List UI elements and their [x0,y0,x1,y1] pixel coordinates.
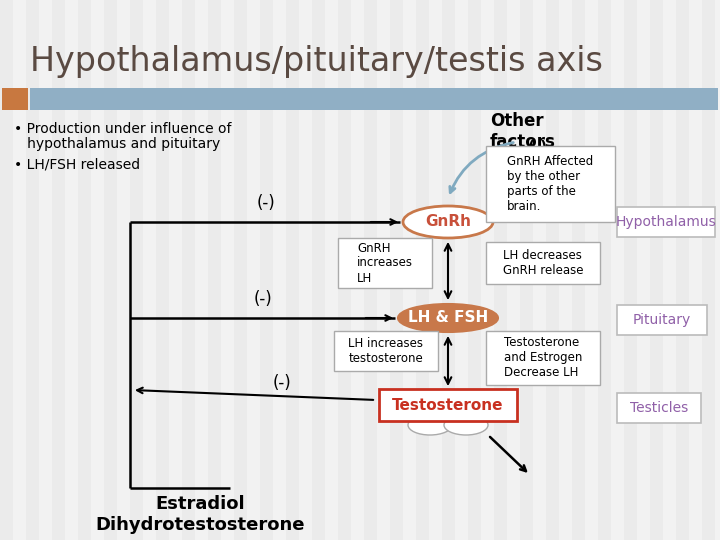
Bar [676,0,689,540]
Bar [455,0,468,540]
Bar [273,0,286,540]
Bar [520,0,533,540]
FancyBboxPatch shape [379,389,517,421]
Bar [494,0,507,540]
Text: LH decreases
GnRH release: LH decreases GnRH release [503,249,583,277]
Bar [104,0,117,540]
Ellipse shape [398,304,498,332]
Bar [481,0,494,540]
Text: Hypothalamus: Hypothalamus [616,215,716,229]
Ellipse shape [403,206,493,238]
Bar [286,0,299,540]
Bar [585,0,598,540]
Bar [377,0,390,540]
Bar [572,0,585,540]
Text: Testicles: Testicles [630,401,688,415]
Bar [442,0,455,540]
Bar [143,0,156,540]
Text: Hypothalamus/pituitary/testis axis: Hypothalamus/pituitary/testis axis [30,45,603,78]
Bar [390,0,403,540]
Text: • LH/FSH released: • LH/FSH released [14,157,140,171]
Bar [0,0,13,540]
Bar [611,0,624,540]
Text: Testosterone
and Estrogen
Decrease LH: Testosterone and Estrogen Decrease LH [504,336,582,380]
Bar [182,0,195,540]
Bar [416,0,429,540]
Bar [663,0,676,540]
Bar [130,0,143,540]
Bar [78,0,91,540]
Bar [52,0,65,540]
Text: (-): (-) [528,140,548,155]
Bar [65,0,78,540]
Bar [260,0,273,540]
FancyBboxPatch shape [617,305,707,335]
Bar [351,0,364,540]
Ellipse shape [444,415,488,435]
Bar [30,88,718,110]
Text: (-): (-) [253,290,272,308]
Text: GnRH
increases
LH: GnRH increases LH [357,241,413,285]
Text: (-): (-) [256,194,275,212]
Text: Pituitary: Pituitary [633,313,691,327]
FancyBboxPatch shape [617,207,715,237]
Bar [468,0,481,540]
Bar [325,0,338,540]
Bar [689,0,702,540]
Text: GnRh: GnRh [425,214,471,230]
Text: (-): (-) [273,374,292,392]
Bar [117,0,130,540]
Bar [247,0,260,540]
Bar [26,0,39,540]
Bar [533,0,546,540]
Text: Other
factors: Other factors [490,112,556,151]
Ellipse shape [408,415,452,435]
Bar [156,0,169,540]
FancyBboxPatch shape [486,242,600,284]
Text: GnRH Affected
by the other
parts of the
brain.: GnRH Affected by the other parts of the … [508,155,593,213]
Bar [195,0,208,540]
Bar [364,0,377,540]
Bar [624,0,637,540]
Bar [91,0,104,540]
Bar [208,0,221,540]
Bar [2,88,28,110]
Bar [546,0,559,540]
FancyBboxPatch shape [334,331,438,371]
FancyBboxPatch shape [338,238,432,288]
Bar [637,0,650,540]
Text: hypothalamus and pituitary: hypothalamus and pituitary [14,137,220,151]
Text: LH & FSH: LH & FSH [408,310,488,326]
Bar [403,0,416,540]
Bar [598,0,611,540]
Bar [650,0,663,540]
Bar [234,0,247,540]
Bar [702,0,715,540]
Bar [299,0,312,540]
Bar [221,0,234,540]
Bar [559,0,572,540]
FancyBboxPatch shape [617,393,701,423]
Bar [429,0,442,540]
FancyBboxPatch shape [486,331,600,385]
Bar [715,0,720,540]
Bar [169,0,182,540]
Bar [39,0,52,540]
Text: Testosterone: Testosterone [392,397,504,413]
Bar [312,0,325,540]
Bar [13,0,26,540]
Bar [338,0,351,540]
Text: LH increases
testosterone: LH increases testosterone [348,337,423,365]
FancyBboxPatch shape [486,146,615,222]
Text: • Production under influence of: • Production under influence of [14,122,232,136]
Text: Estradiol
Dihydrotestosterone: Estradiol Dihydrotestosterone [95,495,305,534]
Bar [507,0,520,540]
